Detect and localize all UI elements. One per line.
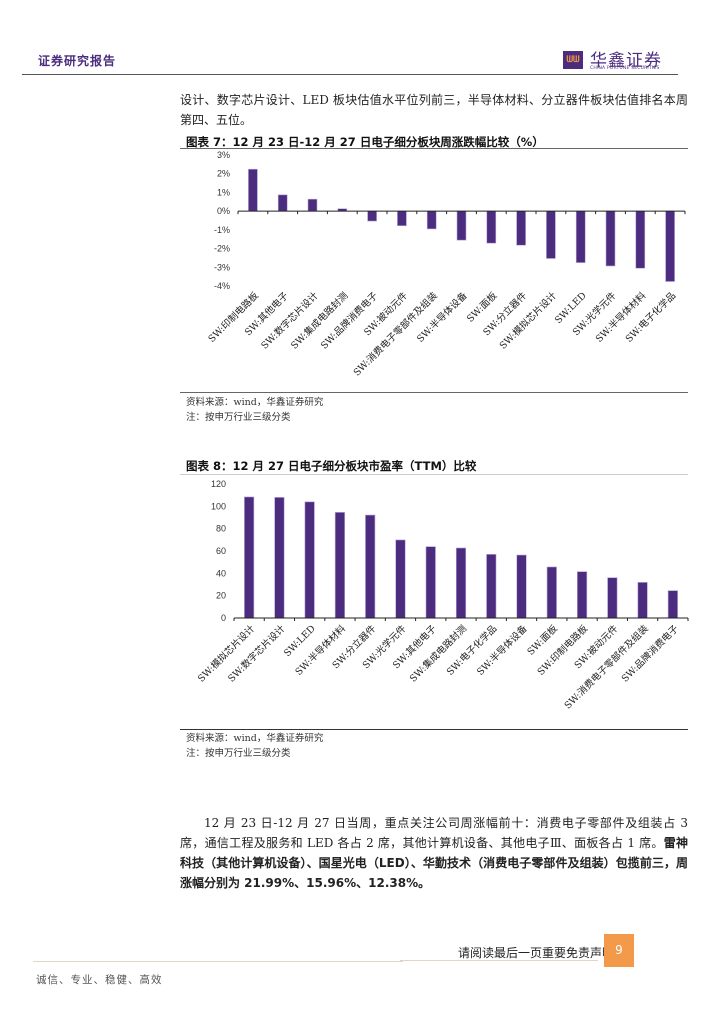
x-category-label: SW:半导体材料 [293,622,349,678]
x-category-label: SW:集成电路封测 [407,623,469,685]
y-tick-label: -4% [214,281,230,291]
y-tick-label: 0 [221,613,226,623]
y-tick-label: -2% [214,244,230,254]
x-category-label: SW:半导体设备 [474,622,530,678]
figure8-title-rule [180,474,688,475]
figure8-bar-chart: 120100806040200SW:模拟芯片设计SW:数字芯片设计SW:LEDS… [195,479,689,711]
figure7-title-rule [180,148,688,149]
x-category-label: SW:印制电路板 [535,622,591,678]
intro-paragraph: 设计、数字芯片设计、LED 板块估值水平位列前三，半导体材料、分立器件板块估值排… [180,93,688,127]
figure7-bar-chart: 3%2%1%0%-1%-2%-3%-4%SW:印制电路板SW:其他电子SW:数字… [206,150,686,378]
bar [637,582,648,619]
figure7-source: 资料来源：wind，华鑫证券研究 [186,397,324,408]
y-tick-label: 40 [216,568,226,578]
bar [455,547,467,619]
logo-name-cn: 华鑫证券 [590,51,662,71]
bar [365,514,376,619]
y-tick-label: 60 [216,546,226,556]
report-type-label: 证券研究报告 [38,54,117,68]
bar [546,566,557,619]
footer-divider [400,960,598,961]
figure8-source: 资料来源：wind，华鑫证券研究 [186,733,324,744]
logo-name-en: CHINA FORTUNE SECURITIES [590,66,660,71]
summary-paragraph: 12 月 23 日-12 月 27 日当周，重点关注公司周涨幅前十：消费电子零部… [180,813,688,893]
y-tick-label: 20 [216,591,226,601]
figure7-title: 图表 7：12 月 23 日-12 月 27 日电子细分板块周涨跌幅比较（%） [186,135,544,149]
bottom-divider [33,961,403,962]
page-number: 9 [604,934,634,967]
y-tick-label: 80 [216,524,226,534]
bar [425,546,436,619]
figure8-bottom-rule [180,729,688,730]
figure8-note: 注：按申万行业三级分类 [186,748,291,759]
y-tick-label: 120 [211,479,226,489]
bar [667,590,678,619]
figure8-title: 图表 8：12 月 27 日电子细分板块市盈率（TTM）比较 [186,459,477,473]
disclaimer-note: 请阅读最后一页重要免责声明 [458,946,615,960]
bar [244,496,255,619]
figure7-bottom-rule [180,392,688,393]
logo-icon: ᗯᗯ [563,51,583,69]
figure7-note: 注：按申万行业三级分类 [186,412,291,423]
y-tick-label: 0% [217,206,230,216]
summary-normal-text: 12 月 23 日-12 月 27 日当周，重点关注公司周涨幅前十：消费电子零部… [180,816,688,850]
bar [486,554,497,619]
header-divider [22,74,678,75]
y-tick-label: 1% [217,187,230,197]
bar [334,512,345,619]
y-tick-label: 3% [217,150,230,160]
bar [304,501,315,619]
bar [607,577,618,619]
bar [274,497,285,619]
bar [516,554,527,619]
company-motto: 诚信、专业、稳健、高效 [36,974,163,986]
bar [577,571,588,619]
summary-bold-text: 雷神科技（其他计算机设备）、国星光电（LED）、华勤技术（消费电子零部件及组装）… [180,836,688,890]
y-tick-label: -1% [214,225,230,235]
y-tick-label: -3% [214,262,230,272]
y-tick-label: 2% [217,169,230,179]
y-tick-label: 100 [211,501,226,511]
bar [395,539,406,619]
